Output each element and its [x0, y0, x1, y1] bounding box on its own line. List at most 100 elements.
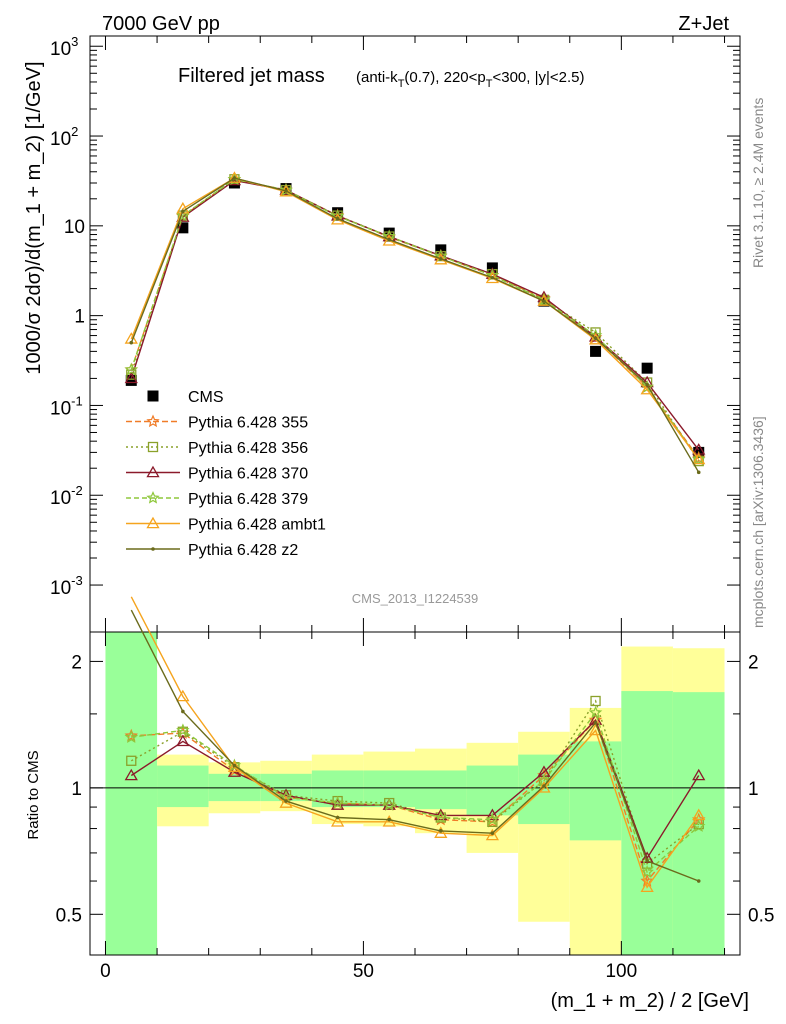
ratio-point [640, 873, 654, 887]
main-y-tick-label: 102 [50, 124, 78, 150]
main-y-tick-label: 103 [50, 34, 78, 60]
data-point [177, 222, 189, 234]
green-band-10 [621, 691, 673, 955]
mc-point [181, 209, 185, 214]
legend-marker [151, 547, 155, 551]
mc-point [124, 371, 138, 384]
ratio-point [692, 808, 706, 821]
mc-point [330, 212, 345, 225]
legend-marker [147, 441, 159, 453]
ratio-y-axis-label: Ratio to CMS [25, 750, 42, 839]
mc-point [490, 275, 495, 280]
mc-point [692, 452, 706, 465]
ratio-point [124, 768, 138, 781]
ratio-point [232, 763, 237, 768]
main-y-tick-label: 1 [74, 307, 85, 328]
x-tick-label: 50 [353, 961, 374, 982]
main-panel-series [124, 171, 706, 475]
legend-marker [147, 390, 159, 402]
green-band-7 [466, 765, 519, 816]
mc-point [335, 216, 340, 221]
rivet-version-label: Rivet 3.1.10, ≥ 2.4M events [750, 98, 766, 268]
mc-point [232, 176, 237, 180]
ratio-point [487, 816, 498, 827]
legend-label: Pythia 6.428 z2 [188, 542, 298, 559]
mc-point [387, 237, 392, 242]
legend-marker [146, 465, 160, 478]
x-axis-label: (m_1 + m_2) / 2 [GeV] [551, 990, 749, 1012]
legend-entry-3: Pythia 6.428 370 [126, 466, 308, 483]
green-band-8 [518, 754, 570, 825]
ratio-series-line [131, 718, 700, 883]
chart-subtitle: (anti-kT(0.7), 220<pT<300, |y|<2.5) [356, 69, 585, 90]
mc-point [645, 382, 649, 387]
legend-marker [146, 414, 160, 428]
ratio-point [434, 826, 448, 838]
legend-entry-4: Pythia 6.428 379 [126, 490, 308, 508]
ratio-point [126, 755, 137, 766]
ratio-uncertainty-bands [105, 632, 725, 955]
green-band-11 [672, 692, 725, 955]
ratio-y-tick-label-right: 2 [748, 652, 759, 673]
x-tick-label: 0 [100, 961, 111, 982]
mc-point [129, 340, 134, 345]
mc-point [176, 208, 190, 222]
mc-point [696, 470, 701, 475]
green-band-9 [569, 741, 622, 841]
ratio-point [387, 817, 392, 822]
ratio-point [485, 808, 500, 821]
ratio-point [485, 812, 500, 826]
mc-point [434, 252, 448, 265]
main-series-line [130, 178, 700, 462]
ratio-point [485, 828, 500, 841]
ratio-point [645, 859, 649, 863]
ratio-point [124, 728, 138, 742]
ratio-point [696, 879, 701, 883]
legend-label: Pythia 6.428 ambt1 [188, 517, 326, 534]
mc-point [588, 332, 603, 345]
chart-title: Filtered jet mass [178, 65, 325, 87]
process-label: Z+Jet [678, 13, 729, 35]
green-band-0 [105, 632, 158, 955]
ratio-y-tick-label-left: 2 [71, 652, 82, 673]
mc-point [542, 299, 546, 303]
main-y-axis-label: 1000/σ 2dσ)/d(m_1 + m_2) [1/GeV] [23, 61, 45, 374]
legend-label: Pythia 6.428 379 [188, 491, 308, 508]
ratio-point [542, 784, 546, 788]
ratio-series-5 [130, 609, 701, 883]
ratio-series-line [131, 711, 700, 874]
ratio-point [382, 815, 396, 827]
legend-label: CMS [188, 389, 224, 406]
ratio-y-tick-label-right: 0.5 [748, 905, 774, 926]
data-point [332, 207, 344, 219]
mc-point [279, 184, 293, 197]
mc-point [124, 362, 138, 376]
mc-point [126, 369, 137, 380]
ratio-point [434, 810, 448, 824]
ratio-point [330, 815, 345, 827]
main-panel-axes: 10-3 10-2 10-1 1 10 102 103 [50, 34, 741, 633]
main-series-3 [124, 173, 706, 455]
main-y-tick-label: 10 [64, 217, 85, 238]
legend-label: Pythia 6.428 356 [188, 440, 308, 457]
legend-label: Pythia 6.428 370 [188, 466, 308, 483]
data-point [280, 183, 292, 195]
legend-entry-0: CMS [147, 389, 224, 406]
data-point [590, 345, 602, 357]
ratio-point [124, 730, 138, 743]
mc-point [227, 171, 242, 183]
ratio-point [438, 829, 443, 833]
ratio-y-tick-label-right: 1 [748, 779, 759, 800]
main-series-6 [129, 176, 701, 475]
ratio-point [176, 723, 190, 737]
ratio-point [176, 734, 190, 747]
ratio-series-line [130, 718, 700, 860]
legend-marker [146, 516, 160, 529]
ratio-point [588, 705, 603, 719]
legend-label: Pythia 6.428 355 [188, 415, 308, 432]
legend-entry-5: Pythia 6.428 ambt1 [126, 517, 326, 534]
ratio-point [537, 781, 551, 793]
ratio-point [640, 865, 654, 878]
mc-point [284, 189, 288, 193]
